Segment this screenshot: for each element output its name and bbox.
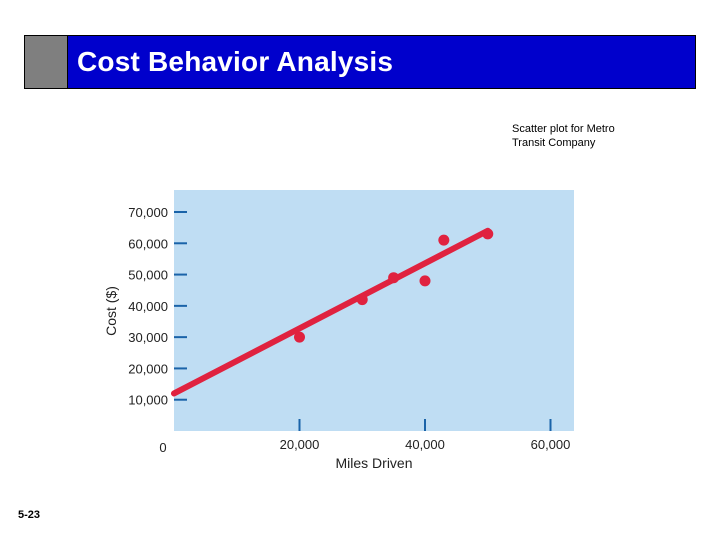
caption-line-1: Scatter plot for Metro	[512, 123, 615, 135]
title-accent-block	[25, 36, 68, 88]
data-point	[294, 331, 305, 343]
origin-label: 0	[159, 440, 166, 455]
x-axis: 20,000 40,000 60,000	[280, 419, 571, 452]
slide-number: 5-23	[18, 509, 41, 521]
x-tick-label: 20,000	[280, 437, 320, 452]
data-points	[294, 228, 494, 343]
y-tick-label: 70,000	[128, 205, 168, 220]
y-tick-label: 40,000	[128, 299, 168, 314]
y-axis: 10,000 20,000 30,000 40,000 50,000 60,000 70,0…	[128, 205, 187, 408]
x-axis-label: Miles Driven	[335, 455, 412, 471]
data-point	[356, 294, 368, 306]
title-bar: Cost Behavior Analysis	[24, 35, 696, 89]
data-point	[388, 272, 400, 284]
chart-caption: Scatter plot for Metro Transit Company	[512, 122, 652, 150]
title-background: Cost Behavior Analysis	[68, 36, 695, 88]
data-point	[419, 275, 431, 287]
data-point	[438, 234, 450, 246]
y-tick-label: 60,000	[128, 236, 168, 251]
y-axis-label: Cost ($)	[103, 286, 119, 336]
x-tick-label: 40,000	[405, 437, 445, 452]
data-point	[482, 228, 494, 240]
plot-background	[174, 190, 574, 431]
caption-line-2: Transit Company	[512, 137, 596, 149]
y-tick-label: 20,000	[128, 361, 168, 376]
y-tick-label: 50,000	[128, 268, 168, 283]
y-tick-label: 10,000	[128, 393, 168, 408]
trend-line	[171, 227, 491, 397]
x-tick-label: 60,000	[531, 437, 571, 452]
page-title: Cost Behavior Analysis	[77, 46, 394, 77]
y-tick-label: 30,000	[128, 330, 168, 345]
